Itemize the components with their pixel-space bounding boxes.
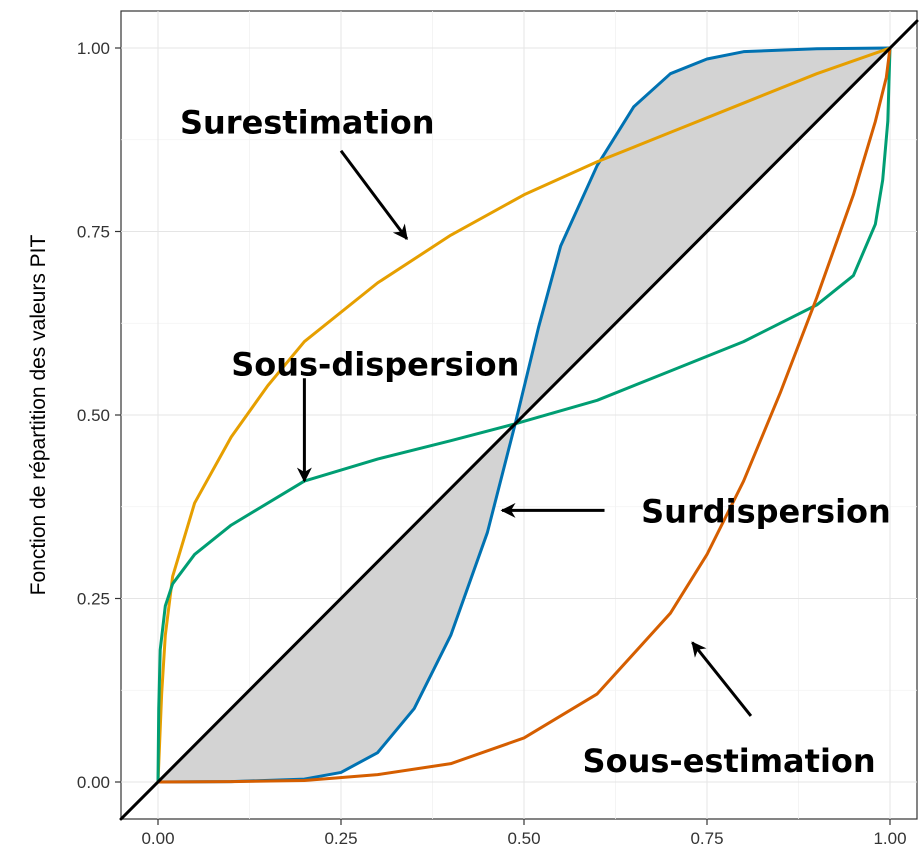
y-tick-label-1: 0.25 [77,590,110,609]
x-tick-label-1: 0.25 [324,829,357,848]
y-axis-title: Fonction de répartition des valeurs PIT [27,234,50,595]
x-tick-label-0: 0.00 [141,829,174,848]
annotation-label-1: Sous-dispersion [231,346,519,384]
annotation-label-3: Sous-estimation [583,742,876,780]
series-line-4 [156,46,892,784]
annotations: Surestimation Sous-dispersion Surdispersio… [180,103,891,780]
series-line-1 [156,46,892,784]
axis-ticks: 0.00 0.25 0.50 0.75 1.00 0.00 0.25 0.50 0.75 1.00 [77,39,907,848]
y-tick-label-0: 0.00 [77,773,110,792]
series-line-2 [156,46,892,784]
series-lines [119,19,919,821]
y-tick-label-2: 0.50 [77,406,110,425]
series-line-3 [156,46,892,784]
annotation-label-2: Surdispersion [641,492,891,530]
y-tick-label-4: 1.00 [77,39,110,58]
x-tick-label-4: 1.00 [873,829,906,848]
x-tick-label-2: 0.50 [507,829,540,848]
annotation-label-0: Surestimation [180,103,435,141]
series-line-0 [119,19,919,821]
x-tick-label-3: 0.75 [690,829,723,848]
annotation-arrow-3 [691,641,753,717]
y-tick-label-3: 0.75 [77,223,110,242]
annotation-arrow-0 [339,149,409,241]
